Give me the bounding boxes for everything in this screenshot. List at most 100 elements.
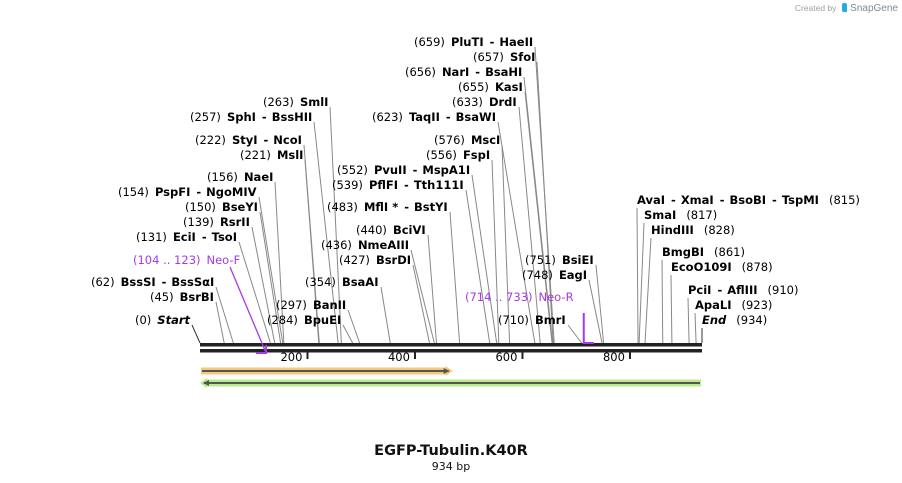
enzyme-site-label[interactable]: (139) RsrII [183,215,250,229]
enzyme-site-label[interactable]: (539) PflFI - Tth111I [332,178,464,192]
enzyme-name: PflFI [368,178,399,192]
enzyme-site-label[interactable]: (623) TaqII - BsaWI [372,110,496,124]
site-position: (297) [276,298,307,312]
site-position: (222) [195,133,226,147]
enzyme-name: BseYI [221,200,258,214]
site-position: (556) [426,148,457,162]
enzyme-name: NmeAIII [357,238,410,252]
enzyme-name: BsoBI [729,193,767,207]
enzyme-name: BsaHI [485,65,523,79]
enzyme-name: BstYI [413,200,448,214]
leader-line [670,274,673,344]
leader-line [536,61,554,344]
leader-line [638,222,645,344]
leader-line [215,286,234,344]
snapgene-logo-icon [841,3,847,12]
enzyme-site-label[interactable]: PciI - AflIII (910) [688,283,798,297]
site-position: (257) [190,110,221,124]
enzyme-site-label[interactable]: (150) BseYI [185,200,258,214]
enzyme-name: EcoO109I [671,260,732,274]
ruler-tick [306,352,309,359]
enzyme-site-label[interactable]: End (934) [702,313,767,327]
enzyme-name: BmgBI [662,245,705,259]
enzyme-site-label[interactable]: (710) BmrI [498,313,566,327]
snapgene-credit[interactable]: Created by SnapGene [795,3,898,14]
leader-line [251,226,276,344]
separator: - [412,163,418,177]
enzyme-name: EagI [558,268,588,282]
leader-line [274,181,285,344]
enzyme-site-label[interactable]: (576) MscI [434,133,500,147]
enzyme-name: BsaWI [455,110,496,124]
enzyme-site-label[interactable]: (154) PspFI - NgoMIV [118,185,257,199]
site-position: (131) [136,230,167,244]
site-position: (828) [703,223,735,237]
primer-label[interactable]: (104 .. 123) Neo-F [133,253,240,267]
enzyme-site-label[interactable]: HindIII (828) [651,223,735,237]
site-position: (284) [267,313,298,327]
site-position: (263) [263,95,294,109]
enzyme-name: XmaI [680,193,714,207]
enzyme-site-label[interactable]: (297) BanII [276,298,346,312]
enzyme-name: Tth111I [413,178,464,192]
enzyme-site-label[interactable]: BmgBI (861) [662,245,745,259]
enzyme-site-label[interactable]: (659) PluTI - HaeII [414,35,533,49]
primer-binding-reverse [582,313,594,344]
site-position: (655) [458,80,489,94]
leader-line [258,196,284,344]
leader-line [380,286,391,344]
enzyme-site-label[interactable]: (131) EciI - TsoI [136,230,237,244]
leader-line [687,297,690,344]
enzyme-site-label[interactable]: (222) StyI - NcoI [195,133,302,147]
primer-name: Neo-R [538,290,574,304]
site-position: (539) [332,178,363,192]
separator: - [261,110,267,124]
enzyme-site-label[interactable]: (748) EagI [522,268,587,282]
enzyme-site-label[interactable]: (656) NarI - BsaHI [405,65,522,79]
separator: - [671,193,676,207]
enzyme-site-label[interactable]: (221) MslI [240,148,303,162]
enzyme-name: MslI [276,148,304,162]
site-position: (923) [741,298,773,312]
ruler-tick-label: 600 [495,350,518,364]
enzyme-name: HindIII [651,223,694,237]
enzyme-site-label[interactable]: (552) PvuII - MspA1I [337,163,470,177]
enzyme-site-label[interactable]: (633) DrdI [452,95,517,109]
enzyme-name: NgoMIV [206,185,257,199]
separator: - [201,230,207,244]
enzyme-site-label[interactable]: (655) KasI [458,80,523,94]
enzyme-site-label[interactable]: EcoO109I (878) [671,260,773,274]
enzyme-site-label[interactable]: (440) BciVI [356,223,426,237]
enzyme-site-label[interactable]: AvaI - XmaI - BsoBI - TspMI (815) [637,193,860,207]
enzyme-site-label[interactable]: (556) FspI [426,148,490,162]
enzyme-site-label[interactable]: (751) BsiEI [525,253,594,267]
site-position: (62) [91,275,115,289]
enzyme-site-label[interactable]: (45) BsrBI [150,290,214,304]
enzyme-site-label[interactable]: ApaLI (923) [695,298,772,312]
enzyme-site-label[interactable]: (263) SmlI [263,95,328,109]
site-position: (861) [714,245,745,259]
enzyme-name: HaeII [499,35,534,49]
enzyme-site-label[interactable]: (156) NaeI [207,170,273,184]
enzyme-site-label[interactable]: (354) BsaAI [305,275,379,289]
backbone-bottom-strand [200,349,702,353]
ruler-tick [413,352,416,359]
enzyme-site-label[interactable]: (483) MflI * - BstYI [327,200,448,214]
enzyme-name: PciI [688,283,712,297]
enzyme-site-label[interactable]: SmaI (817) [644,208,717,222]
enzyme-site-label[interactable]: (657) SfoI [473,50,535,64]
enzyme-site-label[interactable]: (62) BssSI - BssSαI [91,275,214,289]
ruler-tick [521,352,524,359]
enzyme-site-label[interactable]: (427) BsrDI [339,253,411,267]
leader-line [588,279,603,344]
enzyme-site-label[interactable]: (284) BpuEI [267,313,341,327]
site-position: (483) [327,200,358,214]
enzyme-site-label[interactable]: (0) Start [135,313,190,327]
primer-label[interactable]: (714 .. 733) Neo-R [465,290,574,304]
separator: - [161,275,167,289]
site-position: (934) [736,313,768,327]
enzyme-site-label[interactable]: (436) NmeAIII [321,238,409,252]
site-position: (221) [240,148,271,162]
enzyme-site-label[interactable]: (257) SphI - BssHII [190,110,312,124]
site-position: (552) [337,163,368,177]
